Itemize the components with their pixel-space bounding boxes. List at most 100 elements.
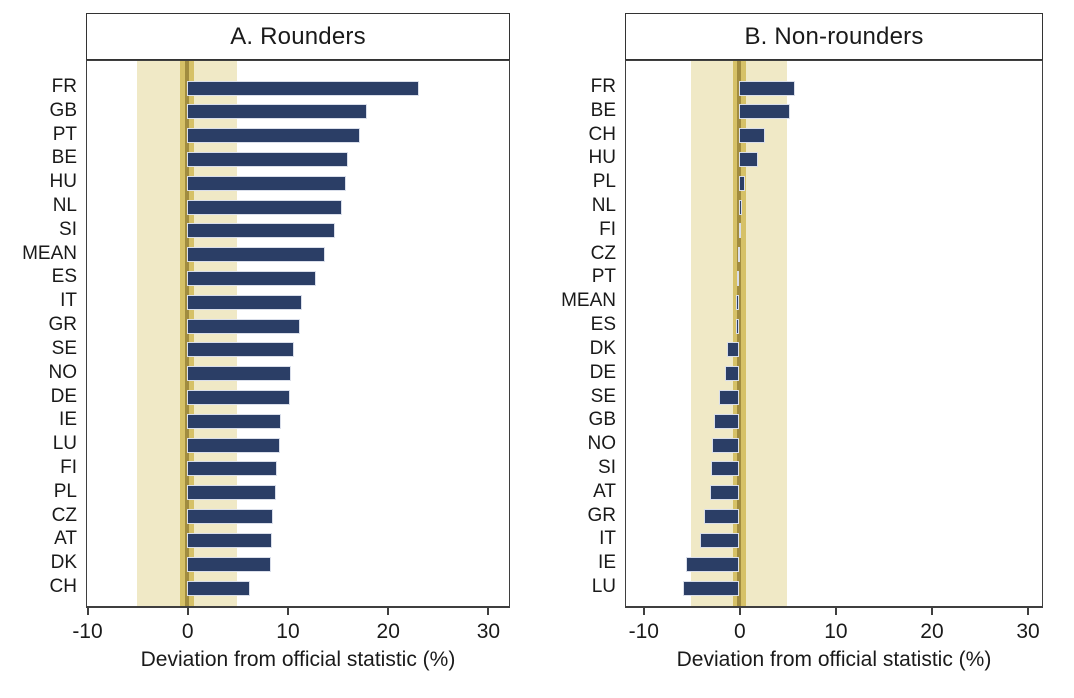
- x-tick-mark: [186, 608, 189, 615]
- bar-NO: [712, 437, 740, 453]
- category-label: DK: [589, 337, 616, 359]
- bar-FI: [739, 223, 742, 239]
- plot-area: [86, 60, 510, 608]
- category-label: AT: [593, 480, 616, 502]
- bar-DK: [726, 342, 740, 358]
- bar-DE: [187, 390, 291, 406]
- panel-title: A. Rounders: [230, 22, 366, 50]
- panel-title-box: A. Rounders: [86, 13, 510, 60]
- zero-line: [737, 61, 742, 606]
- bar-PT: [737, 270, 740, 286]
- category-label: DE: [50, 385, 77, 407]
- bar-GB: [714, 413, 740, 429]
- x-tick-label: 30: [1016, 620, 1040, 643]
- category-label: GR: [587, 504, 617, 526]
- category-label: NL: [591, 195, 616, 217]
- panel-title: B. Non-rounders: [744, 22, 924, 50]
- x-axis-label: Deviation from official statistic (%): [140, 648, 456, 671]
- bar-SI: [710, 461, 740, 477]
- bar-LU: [187, 437, 281, 453]
- category-label: PT: [591, 266, 616, 288]
- bar-ES: [187, 270, 316, 286]
- x-tick-label: 20: [376, 620, 400, 643]
- category-label: IE: [598, 552, 616, 574]
- bar-AT: [709, 485, 740, 501]
- bar-CH: [187, 580, 251, 596]
- category-label: PL: [53, 480, 77, 502]
- bar-GR: [703, 509, 740, 525]
- category-label: FR: [590, 76, 616, 97]
- category-label: MEAN: [22, 242, 77, 264]
- category-label: HU: [49, 171, 77, 193]
- bar-SE: [187, 342, 295, 358]
- x-tick-mark: [286, 608, 289, 615]
- bar-LU: [682, 580, 740, 596]
- category-label: FI: [60, 456, 77, 478]
- x-tick-label: -10: [72, 620, 103, 643]
- category-label: LU: [52, 433, 77, 455]
- x-tick-label: 10: [276, 620, 300, 643]
- panel-title-box: B. Non-rounders: [625, 13, 1043, 60]
- bar-CZ: [738, 247, 741, 263]
- category-label: DE: [589, 361, 616, 383]
- x-tick-mark: [487, 608, 490, 615]
- category-label: GR: [48, 314, 78, 336]
- category-label: AT: [54, 528, 77, 550]
- x-tick-label: 30: [476, 620, 501, 643]
- category-label: BE: [590, 99, 616, 121]
- category-label: SE: [590, 385, 616, 407]
- category-label: CZ: [51, 504, 77, 526]
- category-label: NO: [48, 361, 78, 383]
- bar-PT: [187, 128, 360, 144]
- category-label: PL: [592, 171, 616, 193]
- category-label: CZ: [590, 242, 616, 264]
- category-label: BE: [51, 147, 77, 169]
- category-label: IT: [599, 528, 616, 550]
- plot-area: [625, 60, 1043, 608]
- category-label: FR: [51, 76, 77, 97]
- category-label: HU: [588, 147, 616, 169]
- x-axis-label: Deviation from official statistic (%): [676, 648, 992, 671]
- category-label: FI: [599, 218, 616, 240]
- bar-GB: [187, 104, 367, 120]
- x-tick-mark: [738, 608, 741, 615]
- category-label: SI: [59, 218, 77, 240]
- bar-NO: [187, 366, 292, 382]
- x-tick-mark: [834, 608, 837, 615]
- bar-PL: [739, 175, 746, 191]
- x-tick-label: -10: [628, 620, 659, 643]
- x-tick-mark: [930, 608, 933, 615]
- bar-HU: [739, 151, 758, 167]
- category-label: GB: [588, 409, 616, 431]
- bar-IE: [187, 413, 282, 429]
- category-label: CH: [49, 576, 77, 597]
- bar-NL: [187, 199, 342, 215]
- category-label: PT: [52, 123, 77, 145]
- bar-SE: [719, 390, 740, 406]
- bar-AT: [187, 532, 273, 548]
- category-label: CH: [588, 123, 616, 145]
- bar-FI: [187, 461, 278, 477]
- x-tick-label: 0: [734, 620, 746, 643]
- bar-PL: [187, 485, 277, 501]
- category-label: IT: [60, 290, 77, 312]
- bar-FR: [187, 80, 419, 96]
- category-label: NL: [52, 195, 77, 217]
- category-label: IE: [59, 409, 77, 431]
- bar-CZ: [187, 509, 274, 525]
- x-tick-label: 0: [181, 620, 194, 643]
- category-label: ES: [590, 314, 616, 336]
- category-label: MEAN: [561, 290, 616, 312]
- bar-BE: [739, 104, 791, 120]
- category-label: DK: [50, 552, 77, 574]
- bar-GR: [187, 318, 300, 334]
- bar-ES: [735, 318, 740, 334]
- category-label: NO: [587, 433, 617, 455]
- bar-DK: [187, 556, 272, 572]
- bar-IT: [699, 532, 740, 548]
- bar-NL: [739, 199, 743, 215]
- bar-MEAN: [736, 294, 740, 310]
- bar-HU: [187, 175, 346, 191]
- bar-IT: [187, 294, 302, 310]
